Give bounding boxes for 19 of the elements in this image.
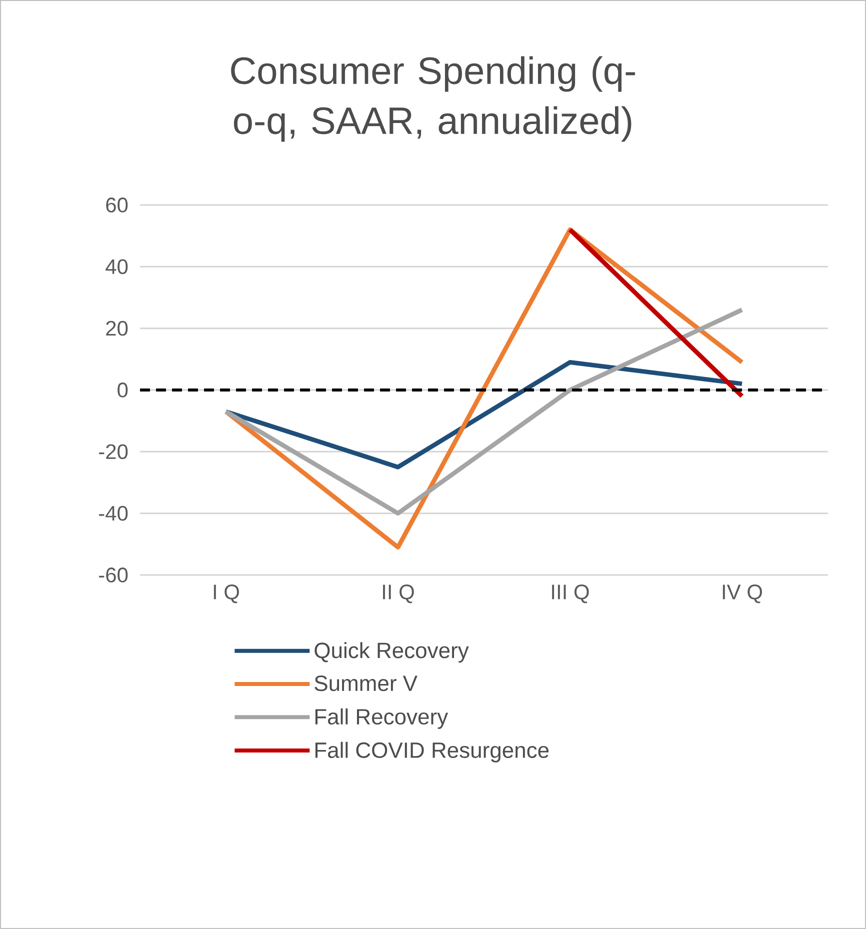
y-tick-label: -40 (99, 506, 128, 521)
y-tick-label: 60 (106, 198, 128, 212)
y-tick-label: 20 (106, 320, 128, 336)
x-tick-label: IV Q (722, 584, 762, 604)
line-series (224, 227, 744, 550)
legend-label: Fall COVID Resurgence (315, 742, 549, 762)
line-series (224, 308, 744, 516)
x-tick-label: I Q (214, 584, 239, 604)
chart-title: Consumer Spending (q-o-q, SAAR, annualized) (231, 56, 636, 142)
x-tick-label: III Q (552, 584, 589, 604)
y-tick-label: -60 (99, 568, 128, 582)
y-tick-label: 0 (118, 382, 128, 398)
y-tick-label: -20 (99, 444, 128, 460)
x-tick-label: II Q (383, 584, 414, 604)
legend-label: Fall Recovery (315, 708, 448, 729)
line-series (224, 360, 744, 470)
legend-label: Summer V (314, 676, 418, 692)
y-tick-label: 40 (106, 259, 128, 274)
legend-label: Quick Recovery (314, 642, 469, 663)
